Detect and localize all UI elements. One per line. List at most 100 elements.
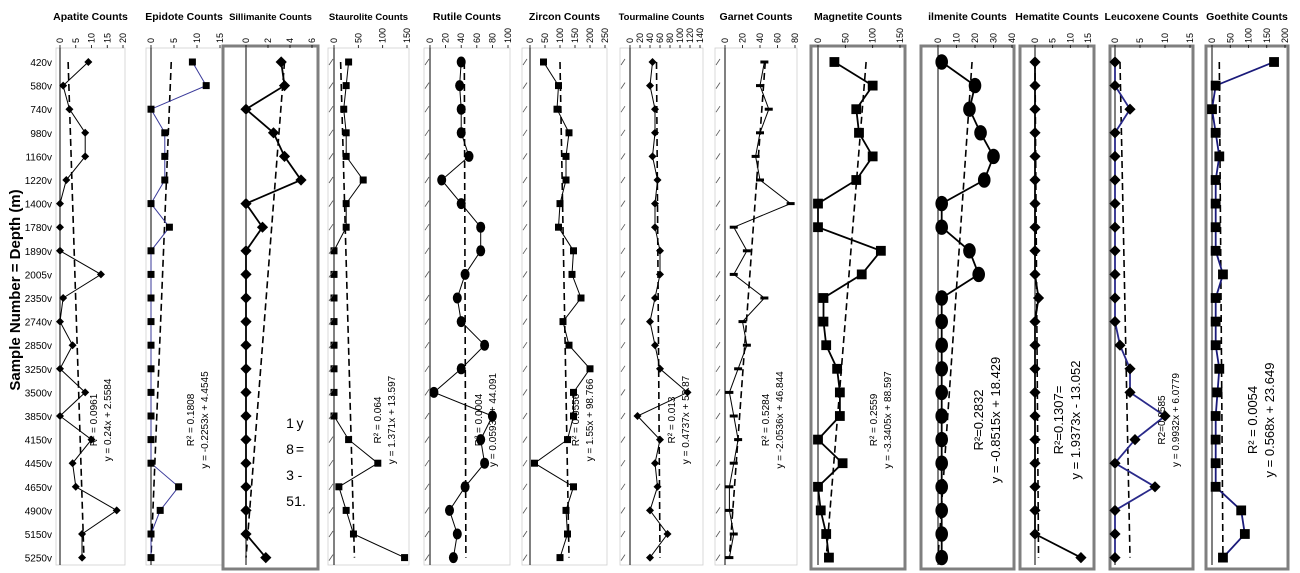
tourmaline-counts-axis-break	[620, 176, 626, 184]
tourmaline-counts-tick-label: 140	[695, 28, 705, 43]
tourmaline-counts-axis-break	[620, 200, 626, 207]
sillimanite-counts-frame	[221, 44, 320, 571]
epidote-counts-title: Epidote Counts	[145, 11, 223, 23]
leucoxene-counts-data-point	[1159, 410, 1171, 422]
epidote-counts-data-point	[147, 294, 155, 302]
sillimanite-counts-data-point	[295, 174, 307, 186]
tourmaline-counts-axis-break	[620, 530, 626, 538]
leucoxene-counts-data-point	[1129, 434, 1141, 446]
ilmenite-counts-data-point	[935, 479, 948, 495]
goethite-counts-data-point	[1210, 80, 1221, 91]
sillimanite-counts-data-point	[240, 363, 252, 375]
epidote-counts-data-point	[156, 506, 164, 514]
zircon-counts-data-point	[570, 247, 577, 255]
rutile-counts-data-point	[476, 221, 486, 233]
rutile-counts-axis-break	[424, 365, 430, 373]
garnet-counts-axis-break	[715, 341, 721, 349]
depth-tick-label: 1400v	[25, 200, 52, 211]
zircon-counts-title: Zircon Counts	[529, 11, 600, 23]
tourmaline-counts-data-point	[648, 58, 657, 66]
garnet-counts-data-point	[734, 367, 743, 371]
apatite-counts-data-point	[81, 128, 90, 137]
tourmaline-counts-axis-break	[620, 223, 626, 231]
goethite-counts-panel: Goethite Counts 0 50 100 150 200 y = 0.568x + …	[1204, 11, 1290, 571]
tourmaline-counts-data-point	[651, 223, 659, 232]
zircon-counts-tick-label: 0	[525, 38, 535, 43]
garnet-counts-data-point	[756, 178, 764, 182]
ilmenite-counts-data-point	[935, 313, 948, 330]
apatite-counts-data-point	[81, 152, 90, 161]
epidote-counts-tick-label: 0	[146, 38, 156, 43]
zircon-counts-data-point	[559, 318, 567, 326]
zircon-counts-axis-break	[522, 341, 528, 349]
hematite-counts-tick-label: 10	[1065, 33, 1075, 43]
zircon-counts-series-line	[533, 61, 591, 558]
sillimanite-counts-data-point	[240, 316, 252, 328]
tourmaline-counts-axis-break	[620, 318, 626, 325]
hematite-counts-panel: Hematite Counts 0 5 10 15 y = 1.9373x - 13.05…	[1015, 11, 1099, 571]
staurolite-counts-tick-label: 100	[378, 28, 388, 43]
leucoxene-counts-data-point	[1109, 221, 1121, 233]
magnetite-counts-data-point	[867, 151, 878, 162]
staurolite-counts-axis-break	[328, 365, 334, 373]
sillimanite-counts-equation-fragment: =	[296, 441, 304, 457]
ilmenite-counts-series-line	[940, 61, 995, 558]
magnetite-counts-trend-line	[825, 61, 867, 558]
magnetite-counts-data-point	[813, 222, 823, 233]
garnet-counts-panel: Garnet Counts 0 20 40 60 80 y = -2.0536x + 46.…	[714, 11, 800, 566]
rutile-counts-data-point	[452, 292, 462, 304]
hematite-counts-title: Hematite Counts	[1015, 11, 1099, 23]
depth-tick-label: 3250v	[25, 365, 52, 376]
magnetite-counts-data-point	[834, 387, 845, 398]
leucoxene-counts-data-point	[1109, 127, 1121, 139]
rutile-counts-data-point	[455, 80, 465, 92]
leucoxene-counts-tick-label: 15	[1185, 33, 1195, 43]
staurolite-counts-axis-break	[328, 294, 334, 302]
tourmaline-counts-data-point	[656, 435, 664, 444]
rutile-counts-data-point	[464, 150, 474, 162]
rutile-counts-axis-break	[424, 483, 430, 491]
staurolite-counts-data-point	[342, 223, 350, 231]
epidote-counts-data-point	[147, 105, 155, 113]
staurolite-counts-trend-line	[339, 61, 356, 558]
sillimanite-counts-data-point	[240, 339, 252, 351]
hematite-counts-data-point	[1029, 504, 1041, 516]
leucoxene-counts-data-point	[1124, 363, 1136, 375]
depth-tick-label: 4150v	[25, 436, 52, 447]
tourmaline-counts-data-point	[646, 317, 654, 326]
hematite-counts-trend-equation: y = 1.9373x - 13.052	[1068, 361, 1083, 480]
apatite-counts-data-point	[96, 270, 105, 279]
leucoxene-counts-data-point	[1109, 504, 1121, 516]
goethite-counts-data-point	[1210, 222, 1221, 233]
goethite-counts-data-point	[1210, 316, 1221, 327]
staurolite-counts-data-point	[330, 294, 338, 302]
staurolite-counts-axis-break	[328, 389, 334, 396]
tourmaline-counts-data-point	[633, 412, 642, 420]
sillimanite-counts-data-point	[278, 80, 291, 92]
staurolite-counts-data-point	[342, 82, 350, 90]
sillimanite-counts-equation-fragment: 8	[286, 441, 294, 457]
leucoxene-counts-data-point	[1109, 528, 1121, 540]
tourmaline-counts-data-point	[683, 388, 692, 397]
garnet-counts-series-line	[728, 61, 792, 558]
apatite-counts-data-point	[81, 388, 90, 397]
leucoxene-counts-data-point	[1109, 245, 1121, 257]
epidote-counts-data-point	[147, 459, 155, 467]
garnet-counts-data-point	[756, 84, 764, 88]
epidote-counts-trend-equation: y = -0.2253x + 4.4545	[200, 371, 211, 469]
sillimanite-counts-data-point	[240, 457, 252, 469]
epidote-counts-tick-label: 5	[169, 38, 179, 43]
magnetite-counts-data-point	[813, 434, 823, 445]
hematite-counts-data-point	[1029, 221, 1041, 233]
apatite-counts-trend-equation: y = 0.24x + 2.5584	[103, 378, 114, 461]
sillimanite-counts-data-point	[240, 103, 252, 115]
apatite-counts-tick-label: 5	[71, 38, 81, 43]
epidote-counts-series-line	[150, 61, 207, 558]
depth-tick-label: 1160v	[25, 152, 52, 163]
apatite-counts-data-point	[71, 482, 80, 491]
zircon-counts-data-point	[577, 294, 585, 302]
sillimanite-counts-tick-label: 0	[241, 38, 251, 43]
zircon-counts-data-point	[562, 176, 570, 184]
staurolite-counts-data-point	[335, 483, 343, 491]
garnet-counts-axis-break	[715, 294, 721, 302]
